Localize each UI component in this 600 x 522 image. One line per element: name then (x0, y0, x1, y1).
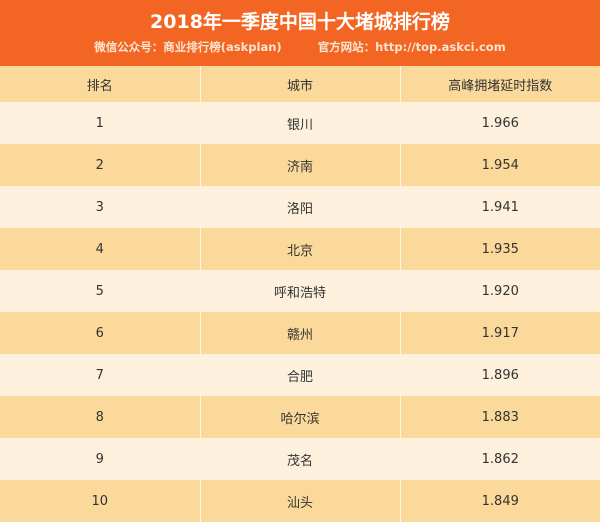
cell-index: 1.935 (399, 228, 600, 270)
cell-rank: 5 (0, 270, 200, 312)
cell-city: 北京 (199, 228, 400, 270)
page-title: 2018年一季度中国十大堵城排行榜 (150, 11, 450, 33)
cell-index: 1.896 (399, 354, 600, 396)
cell-index: 1.862 (399, 438, 600, 480)
cell-city: 茂名 (199, 438, 400, 480)
cell-index: 1.883 (399, 396, 600, 438)
table-row: 9 茂名 1.862 (0, 438, 600, 480)
cell-rank: 10 (0, 480, 200, 522)
subtitle: 微信公众号：商业排行榜(askplan) 官方网站：http://top.askc… (0, 37, 600, 57)
ranking-table: 排名 城市 高峰拥堵延时指数 1 银川 1.966 2 济南 1.954 3 洛阳 1.941 4… (0, 66, 600, 522)
table-row: 6 赣州 1.917 (0, 312, 600, 354)
cell-rank: 4 (0, 228, 200, 270)
cell-city: 汕头 (199, 480, 400, 522)
cell-city: 洛阳 (199, 186, 400, 228)
table-row: 1 银川 1.966 (0, 102, 600, 144)
column-header-rank: 排名 (0, 66, 200, 102)
cell-city: 呼和浩特 (199, 270, 400, 312)
cell-rank: 8 (0, 396, 200, 438)
cell-index: 1.920 (399, 270, 600, 312)
cell-rank: 2 (0, 144, 200, 186)
cell-rank: 6 (0, 312, 200, 354)
cell-city: 合肥 (199, 354, 400, 396)
wechat-account: 微信公众号：商业排行榜(askplan) (94, 40, 282, 54)
table-row: 3 洛阳 1.941 (0, 186, 600, 228)
cell-index: 1.966 (399, 102, 600, 144)
table-row: 8 哈尔滨 1.883 (0, 396, 600, 438)
column-header-index: 高峰拥堵延时指数 (399, 66, 600, 102)
cell-rank: 7 (0, 354, 200, 396)
cell-index: 1.954 (399, 144, 600, 186)
cell-city: 赣州 (199, 312, 400, 354)
cell-index: 1.941 (399, 186, 600, 228)
table-row: 10 汕头 1.849 (0, 480, 600, 522)
cell-index: 1.917 (399, 312, 600, 354)
table-row: 4 北京 1.935 (0, 228, 600, 270)
cell-rank: 9 (0, 438, 200, 480)
cell-city: 济南 (199, 144, 400, 186)
cell-rank: 3 (0, 186, 200, 228)
website-link[interactable]: 官方网站：http://top.askci.com (317, 40, 506, 54)
cell-city: 银川 (199, 102, 400, 144)
table-row: 7 合肥 1.896 (0, 354, 600, 396)
cell-city: 哈尔滨 (199, 396, 400, 438)
column-header-city: 城市 (199, 66, 400, 102)
table-row: 2 济南 1.954 (0, 144, 600, 186)
cell-rank: 1 (0, 102, 200, 144)
cell-index: 1.849 (399, 480, 600, 522)
table-row: 5 呼和浩特 1.920 (0, 270, 600, 312)
header-banner: 2018年一季度中国十大堵城排行榜 微信公众号：商业排行榜(askplan) 官方… (0, 0, 600, 66)
